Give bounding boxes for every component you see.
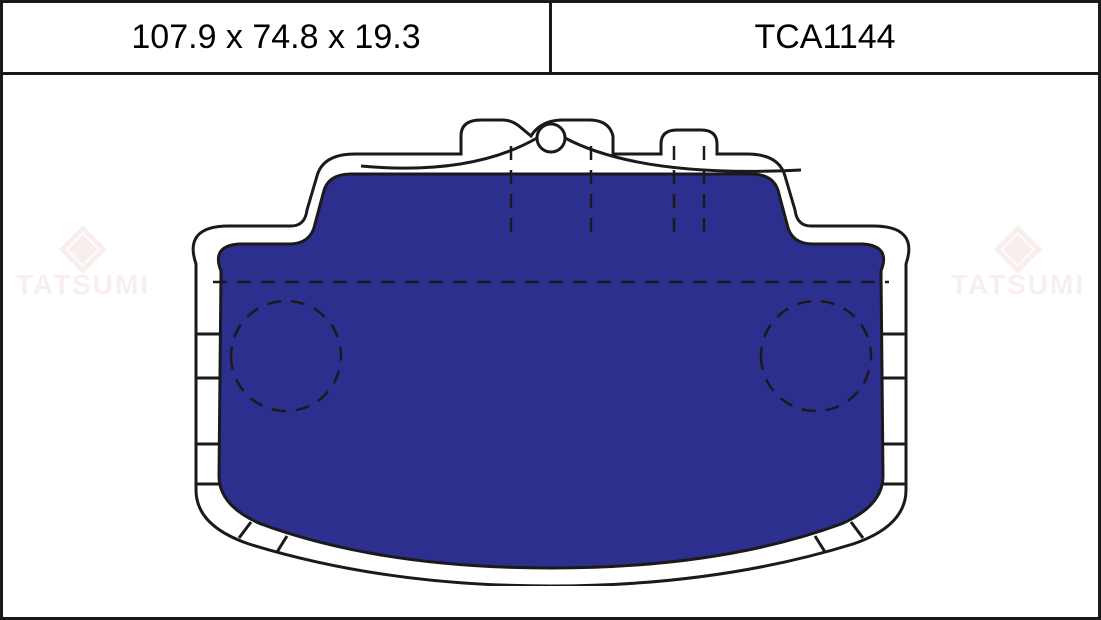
dimensions-text: 107.9 x 74.8 x 19.3	[131, 18, 420, 57]
friction-pad-fill	[218, 174, 883, 568]
drawing-area: ◈ TATSUMI ◈ TATSUMI ◈ TMI	[3, 75, 1098, 617]
header-row: 107.9 x 74.8 x 19.3 TCA1144	[3, 3, 1098, 75]
diagram-container: 107.9 x 74.8 x 19.3 TCA1144 ◈ TATSUMI ◈ …	[0, 0, 1101, 620]
brake-pad-drawing	[101, 106, 1001, 586]
part-number-text: TCA1144	[754, 18, 895, 57]
sensor-circle	[537, 124, 565, 152]
part-number-cell: TCA1144	[552, 3, 1098, 72]
dimensions-cell: 107.9 x 74.8 x 19.3	[3, 3, 552, 72]
